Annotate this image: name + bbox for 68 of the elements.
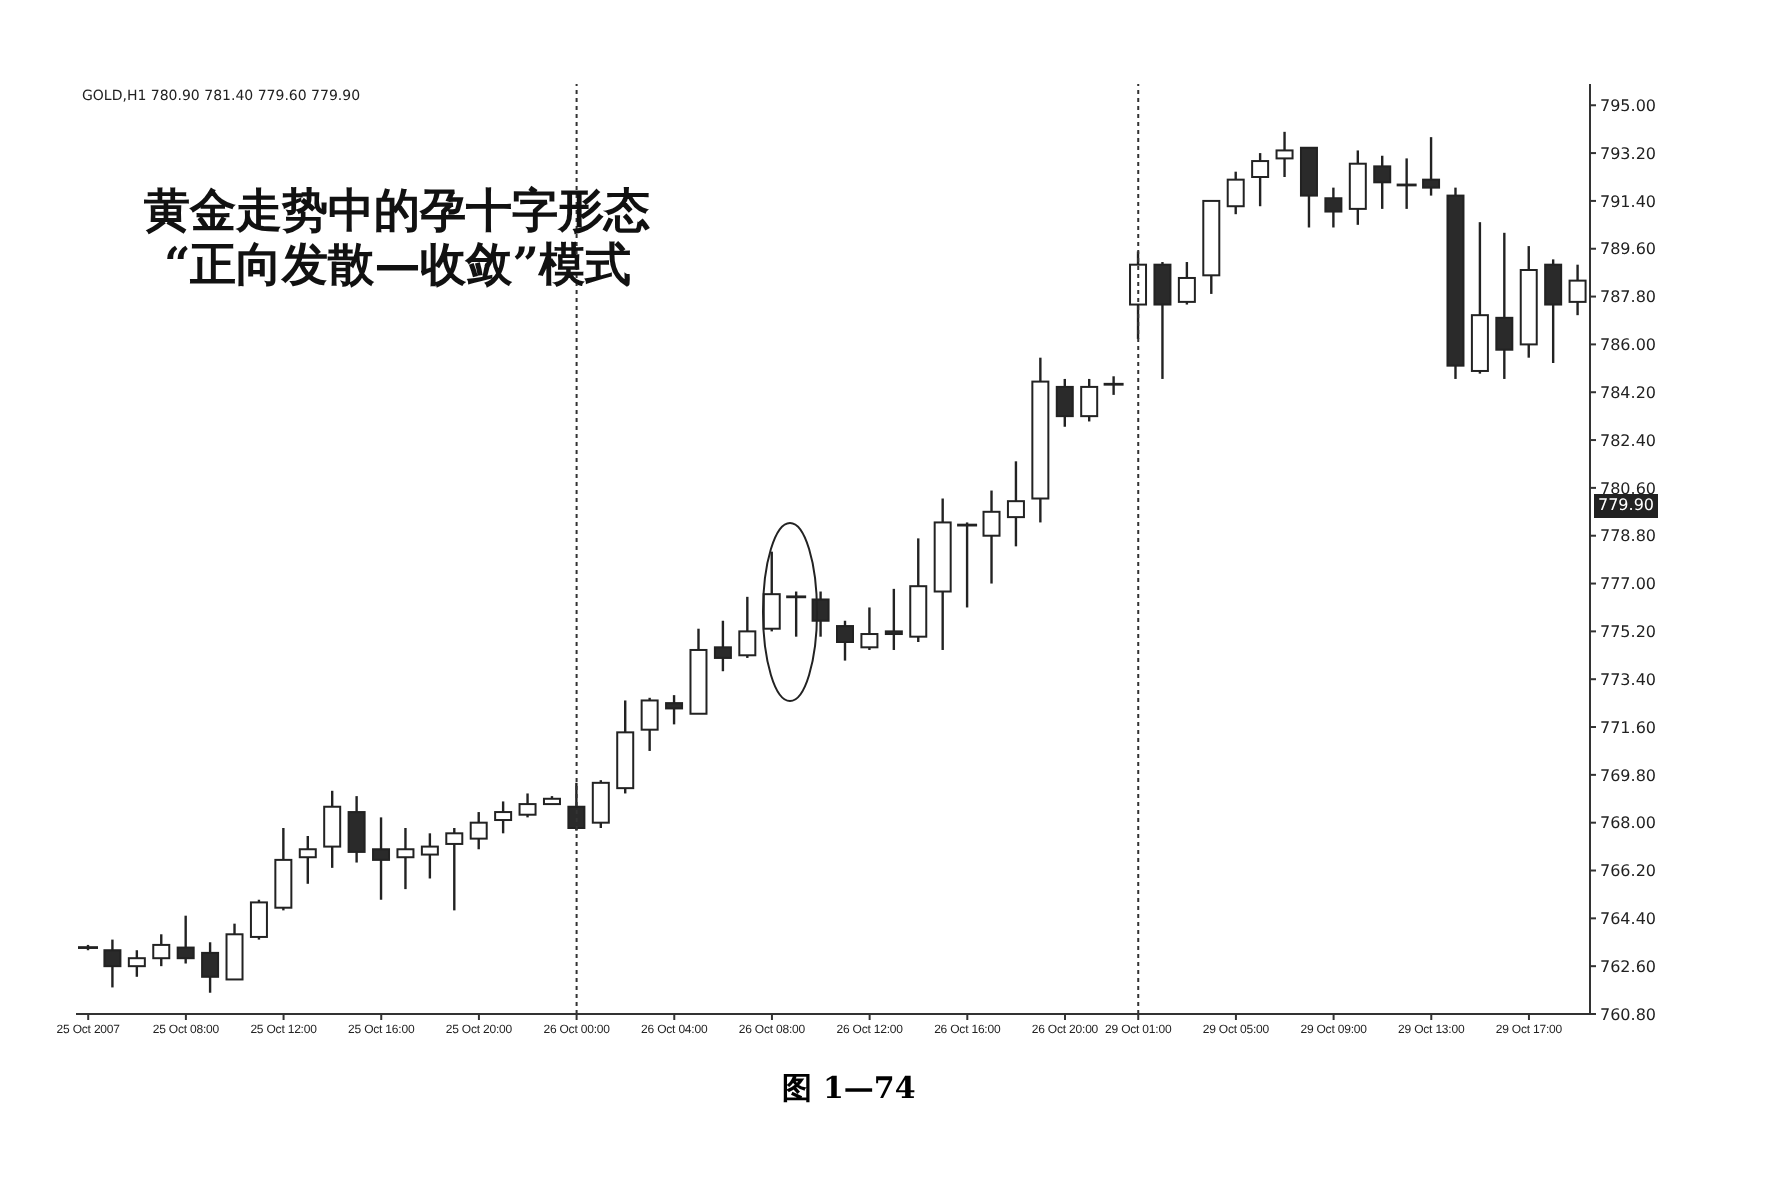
y-tick-label: 786.00 — [1600, 336, 1656, 355]
candlestick — [176, 914, 195, 965]
candlestick — [494, 800, 513, 835]
candlestick — [1006, 460, 1025, 548]
candlestick — [713, 619, 732, 673]
y-tick-label: 773.40 — [1600, 670, 1656, 689]
candlestick — [1348, 149, 1367, 227]
y-tick-label: 777.00 — [1600, 575, 1656, 594]
candlestick — [152, 933, 171, 968]
candlestick — [1495, 231, 1514, 381]
candlestick — [249, 898, 268, 941]
candlestick — [1544, 258, 1563, 365]
y-tick-label: 769.80 — [1600, 766, 1656, 785]
y-tick-label: 764.40 — [1600, 910, 1656, 929]
candlestick — [1177, 260, 1196, 306]
candlestick — [518, 792, 537, 819]
y-tick-label: 789.60 — [1600, 240, 1656, 259]
candlestick — [127, 949, 146, 978]
y-tick-label: 784.20 — [1600, 383, 1656, 402]
candlestick — [982, 489, 1001, 585]
candlestick — [469, 810, 488, 851]
candlestick — [420, 832, 439, 880]
candlestick — [298, 834, 317, 885]
candlestick — [274, 826, 293, 912]
y-tick-label: 780.60 — [1600, 479, 1656, 498]
caption: 图 1—74 — [780, 1070, 918, 1108]
y-tick-label: 782.40 — [1600, 431, 1656, 450]
y-tick-label: 791.40 — [1600, 192, 1656, 211]
candlestick — [762, 550, 781, 633]
candlestick — [1324, 186, 1343, 229]
candlestick — [396, 826, 415, 891]
candlestick — [1422, 135, 1441, 197]
y-tick-label: 778.80 — [1600, 527, 1656, 546]
candlestick — [1299, 146, 1318, 229]
candlestick — [323, 789, 342, 870]
y-tick-label: 795.00 — [1600, 96, 1656, 115]
y-tick-label: 775.20 — [1600, 623, 1656, 642]
y-tick-label: 771.60 — [1600, 718, 1656, 737]
candlestick — [1373, 154, 1392, 211]
candlestick — [1275, 130, 1294, 179]
candlestick — [1055, 377, 1074, 428]
y-tick-label: 762.60 — [1600, 957, 1656, 976]
y-tick-label: 793.20 — [1600, 144, 1656, 163]
candlestick — [836, 619, 854, 662]
candlestick — [665, 693, 684, 726]
candlestick — [103, 938, 122, 989]
candlestick — [225, 922, 244, 981]
text: 黄金走势中的孕十字形态 “正向发散—收敛”模式 — [144, 184, 650, 292]
candlestick — [860, 606, 879, 652]
candlestick — [1080, 377, 1099, 423]
candlestick — [372, 816, 391, 901]
y-tick-label: 760.80 — [1600, 1005, 1656, 1024]
candlestick — [1568, 263, 1587, 317]
candlestick — [811, 590, 830, 638]
y-tick-label: 766.20 — [1600, 862, 1656, 881]
candlestick — [445, 826, 464, 912]
candlestick — [738, 595, 757, 660]
y-tick-label: 787.80 — [1600, 288, 1656, 307]
candlestick — [884, 587, 903, 652]
candlestick — [1226, 170, 1245, 216]
candlestick — [1251, 151, 1270, 208]
candlestick — [591, 778, 610, 830]
candlestick — [1153, 260, 1172, 381]
candlestick — [201, 941, 220, 994]
candlestick — [347, 794, 366, 864]
y-tick-label: 768.00 — [1600, 814, 1656, 833]
candlestick — [640, 696, 659, 753]
annotation: 779.90 — [1594, 494, 1658, 519]
